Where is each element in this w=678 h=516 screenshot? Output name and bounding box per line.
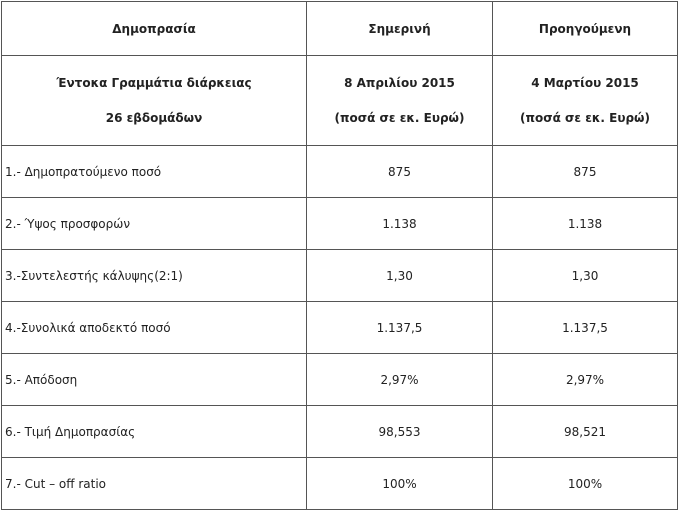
data-cell: 1.- Δημοπρατούμενο ποσό	[1, 145, 307, 198]
data-cell: 1,30	[306, 249, 493, 302]
data-row: 2.- Ύψος προσφορών 1.138 1.138	[1, 197, 678, 250]
cell-text: 1.138	[382, 216, 417, 231]
data-cell: 2,97%	[492, 353, 678, 406]
data-cell: 2.- Ύψος προσφορών	[1, 197, 307, 250]
data-cell: 100%	[492, 457, 678, 510]
cell-text: 875	[388, 164, 411, 179]
cell-text: 3.-Συντελεστής κάλυψης(2:1)	[5, 268, 183, 283]
subheader-text: Έντοκα Γραμμάτια διάρκειας	[56, 75, 252, 90]
subheader-cell: Έντοκα Γραμμάτια διάρκειας 26 εβδομάδων	[1, 55, 307, 146]
data-cell: 1.137,5	[492, 301, 678, 354]
cell-text: 1,30	[571, 268, 599, 283]
data-cell: 7.- Cut – off ratio	[1, 457, 307, 510]
data-cell: 4.-Συνολικά αποδεκτό ποσό	[1, 301, 307, 354]
data-cell: 1.138	[492, 197, 678, 250]
cell-text: 1.- Δημοπρατούμενο ποσό	[5, 164, 162, 179]
cell-text: 1.137,5	[376, 320, 423, 335]
subheader-text: 8 Απριλίου 2015	[344, 75, 455, 90]
subheader-text: 4 Μαρτίου 2015	[531, 75, 639, 90]
data-cell: 100%	[306, 457, 493, 510]
data-cell: 875	[492, 145, 678, 198]
data-row: 3.-Συντελεστής κάλυψης(2:1) 1,30 1,30	[1, 249, 678, 302]
data-row: 1.- Δημοπρατούμενο ποσό 875 875	[1, 145, 678, 198]
header-cell: Δημοπρασία	[1, 1, 307, 56]
data-cell: 98,521	[492, 405, 678, 458]
cell-text: 5.- Απόδοση	[5, 372, 78, 387]
cell-text: 2,97%	[380, 372, 419, 387]
cell-text: 2,97%	[565, 372, 605, 387]
cell-text: 4.-Συνολικά αποδεκτό ποσό	[5, 320, 171, 335]
data-cell: 2,97%	[306, 353, 493, 406]
cell-text: 100%	[382, 476, 417, 491]
cell-text: 1.137,5	[562, 320, 608, 335]
data-cell: 1,30	[492, 249, 678, 302]
subheader-text: 26 εβδομάδων	[105, 110, 203, 125]
data-row: 5.- Απόδοση 2,97% 2,97%	[1, 353, 678, 406]
subheader-cell: 8 Απριλίου 2015 (ποσά σε εκ. Ευρώ)	[306, 55, 493, 146]
subheader-text: (ποσά σε εκ. Ευρώ)	[520, 110, 650, 125]
data-row: 6.- Τιμή Δημοπρασίας 98,553 98,521	[1, 405, 678, 458]
cell-text: 98,553	[378, 424, 421, 439]
data-cell: 98,553	[306, 405, 493, 458]
header-text: Σημερινή	[368, 21, 431, 36]
subheader-cell: 4 Μαρτίου 2015 (ποσά σε εκ. Ευρώ)	[492, 55, 678, 146]
subheader-row: Έντοκα Γραμμάτια διάρκειας 26 εβδομάδων 8 …	[1, 55, 678, 146]
cell-text: 2.- Ύψος προσφορών	[5, 216, 131, 231]
data-cell: 3.-Συντελεστής κάλυψης(2:1)	[1, 249, 307, 302]
data-row: 7.- Cut – off ratio 100% 100%	[1, 457, 678, 510]
data-cell: 5.- Απόδοση	[1, 353, 307, 406]
subheader-text: (ποσά σε εκ. Ευρώ)	[334, 110, 465, 125]
header-text: Προηγούμενη	[538, 21, 632, 36]
data-cell: 6.- Τιμή Δημοπρασίας	[1, 405, 307, 458]
cell-text: 7.- Cut – off ratio	[5, 476, 107, 491]
cell-text: 1,30	[386, 268, 413, 283]
cell-text: 100%	[567, 476, 603, 491]
data-cell: 875	[306, 145, 493, 198]
header-cell: Προηγούμενη	[492, 1, 678, 56]
header-row: Δημοπρασία Σημερινή Προηγούμενη	[1, 1, 678, 56]
cell-text: 875	[573, 164, 597, 179]
cell-text: 98,521	[564, 424, 606, 439]
cell-text: 1.138	[567, 216, 603, 231]
header-text: Δημοπρασία	[112, 21, 196, 36]
data-row: 4.-Συνολικά αποδεκτό ποσό 1.137,5 1.137,5	[1, 301, 678, 354]
data-cell: 1.138	[306, 197, 493, 250]
data-cell: 1.137,5	[306, 301, 493, 354]
header-cell: Σημερινή	[306, 1, 493, 56]
cell-text: 6.- Τιμή Δημοπρασίας	[5, 424, 136, 439]
